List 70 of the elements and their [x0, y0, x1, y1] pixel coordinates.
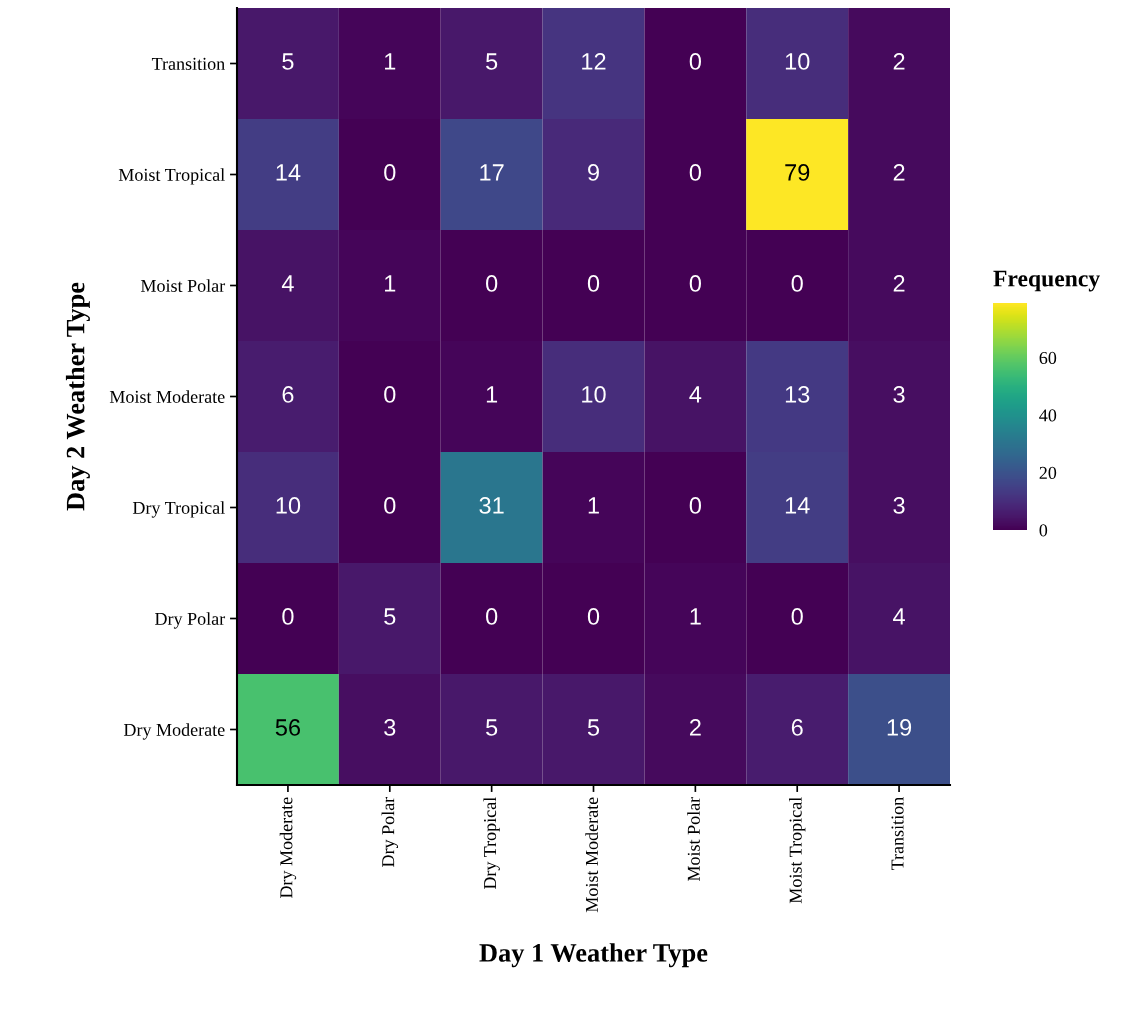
data-label: 2	[893, 53, 905, 70]
data-label: 56	[275, 719, 301, 736]
data-label: 31	[479, 497, 504, 514]
data-label: 0	[384, 386, 396, 403]
data-label: 5	[282, 53, 294, 70]
y-tick-label: Dry Polar	[155, 612, 226, 629]
color-bar-label: 20	[1039, 466, 1057, 479]
data-label: 1	[690, 608, 701, 625]
data-label: 12	[582, 53, 606, 70]
data-label: 0	[791, 608, 803, 625]
data-label: 5	[587, 719, 600, 736]
data-label: 0	[689, 164, 701, 181]
x-tick-label: Moist Polar	[687, 796, 700, 882]
color-bar-label: 0	[1039, 524, 1048, 537]
data-label: 0	[791, 275, 803, 292]
data-label: 1	[385, 53, 396, 70]
data-label: 13	[785, 386, 810, 403]
data-label: 3	[893, 386, 905, 403]
data-label: 2	[893, 275, 905, 292]
color-bar-label: 60	[1039, 351, 1057, 365]
data-label: 4	[893, 608, 905, 625]
data-label: 3	[893, 497, 905, 514]
data-label: 1	[588, 497, 599, 514]
data-label: 0	[384, 164, 396, 181]
data-label: 0	[384, 497, 396, 514]
data-label: 0	[587, 275, 600, 292]
y-tick-label: Dry Moderate	[123, 723, 225, 740]
color-bar-title: Frequency	[993, 270, 1100, 292]
y-tick-label: Moist Polar	[140, 279, 226, 292]
data-label: 79	[785, 164, 810, 181]
data-label: 5	[486, 719, 498, 736]
data-label: 0	[689, 275, 701, 292]
data-label: 0	[587, 608, 600, 625]
data-label: 0	[486, 608, 498, 625]
data-label: 10	[276, 497, 301, 514]
data-label: 14	[785, 497, 810, 514]
data-label: 5	[486, 53, 498, 70]
x-tick-label: Transition	[891, 797, 904, 871]
x-tick-label: Dry Tropical	[483, 797, 500, 890]
data-label: 1	[486, 386, 498, 403]
data-label: 4	[281, 275, 294, 292]
x-tick-label: Moist Tropical	[789, 797, 806, 904]
data-label: 0	[689, 497, 701, 514]
x-tick-label: Dry Moderate	[279, 797, 297, 899]
data-label: 4	[689, 386, 702, 403]
data-label: 2	[689, 719, 701, 736]
color-bar-label: 40	[1039, 409, 1057, 422]
data-label: 17	[480, 164, 504, 181]
y-tick-label: Transition	[151, 57, 225, 70]
data-label: 5	[384, 608, 396, 625]
data-label: 0	[282, 608, 294, 625]
data-label: 9	[588, 164, 599, 181]
x-axis-title: Day 1 Weather Type	[479, 943, 708, 968]
y-tick-label: Dry Tropical	[132, 501, 225, 518]
data-label: 10	[785, 53, 810, 70]
y-tick-label: Moist Moderate	[109, 390, 225, 403]
x-tick-label: Moist Moderate	[585, 797, 599, 913]
data-label: 10	[582, 386, 606, 403]
y-tick-label: Moist Tropical	[118, 168, 225, 185]
data-label: 6	[282, 386, 294, 403]
data-label: 6	[791, 719, 803, 736]
data-label: 19	[887, 719, 912, 736]
data-label: 0	[689, 53, 701, 70]
data-label: 2	[893, 164, 905, 181]
data-label: 0	[486, 275, 498, 292]
x-tick-label: Dry Polar	[381, 796, 398, 867]
y-axis-title: Day 2 Weather Type	[65, 282, 90, 511]
data-label: 1	[385, 275, 396, 292]
data-label: 3	[384, 719, 396, 736]
data-label: 14	[276, 164, 301, 181]
